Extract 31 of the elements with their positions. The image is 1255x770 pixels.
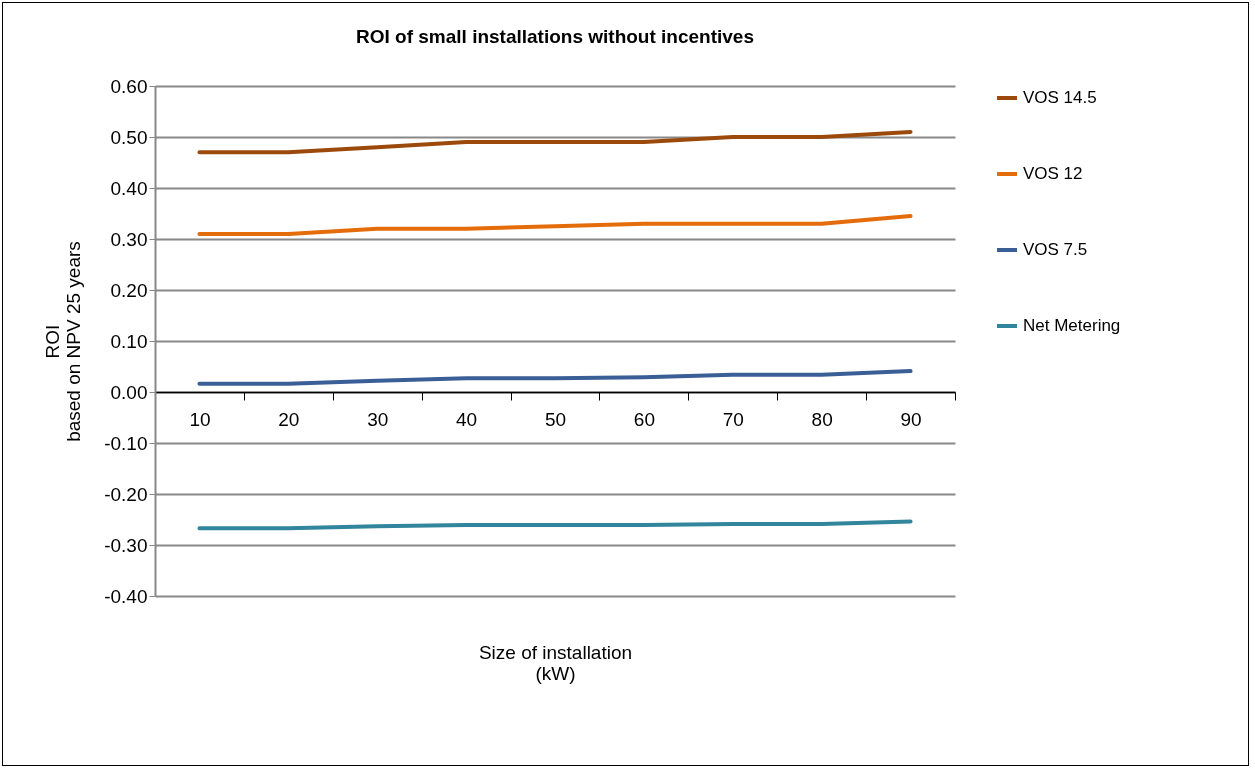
y-tick-label: 0.20 (110, 279, 148, 301)
y-tick-label: -0.40 (104, 585, 148, 607)
y-tick-label: 0.30 (110, 228, 148, 250)
y-tick-label: -0.10 (104, 432, 148, 454)
legend-label: VOS 12 (1023, 164, 1083, 183)
x-tick-label: 20 (278, 408, 300, 430)
y-tick-label: 0.60 (110, 75, 148, 97)
x-tick-label: 70 (722, 408, 744, 430)
line-series (197, 214, 913, 236)
x-tick-label: 10 (189, 408, 211, 430)
x-axis-title: Size of installation (kW) (478, 641, 633, 684)
y-tick-label: -0.30 (104, 534, 148, 556)
y-axis-title: ROI based on NPV 25 years (42, 241, 85, 442)
legend-label: VOS 14.5 (1023, 88, 1097, 107)
x-tick-label: 30 (367, 408, 389, 430)
line-series (197, 129, 913, 155)
y-tick-label: 0.10 (110, 330, 148, 352)
x-tick-label: 60 (633, 408, 655, 430)
y-tick-label: 0.40 (110, 177, 148, 199)
legend-label: VOS 7.5 (1023, 240, 1088, 259)
chart-title: ROI of small installations without incentives (355, 26, 755, 47)
x-tick-label: 90 (900, 408, 922, 430)
line-series (197, 369, 913, 386)
legend-label: Net Metering (1023, 316, 1121, 335)
line-series (197, 519, 913, 531)
y-tick-label: 0.00 (110, 381, 148, 403)
x-tick-label: 40 (456, 408, 478, 430)
x-tick-label: 80 (811, 408, 833, 430)
y-tick-label: -0.20 (104, 483, 148, 505)
y-tick-label: 0.50 (110, 126, 148, 148)
x-tick-label: 50 (544, 408, 567, 430)
